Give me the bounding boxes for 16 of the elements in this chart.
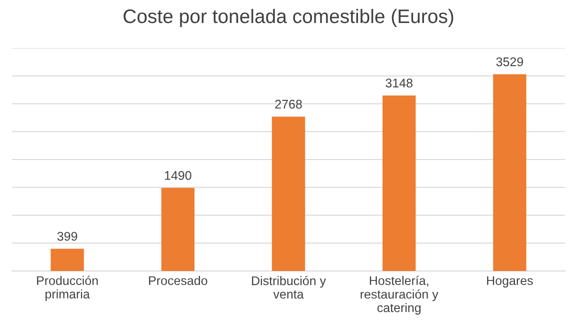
bar: [493, 74, 526, 271]
data-label: 1490: [164, 171, 192, 180]
bar: [382, 96, 416, 271]
data-label: 3529: [496, 57, 524, 66]
bar: [272, 116, 306, 271]
data-label: 2768: [275, 100, 302, 109]
x-tick-label: Producción primaria: [37, 276, 98, 301]
bar: [50, 248, 84, 271]
data-label: 399: [57, 232, 78, 241]
x-tick-label: Procesado: [149, 276, 208, 286]
data-label: 3148: [386, 78, 412, 88]
x-tick-label: Hogares: [487, 276, 533, 288]
x-tick-label: Hostelería, restauración y catering: [360, 276, 438, 315]
x-tick-label: Distribución y venta: [252, 276, 326, 299]
chart-title: Coste por tonelada comestible (Euros): [124, 8, 454, 28]
bar: [161, 188, 194, 271]
